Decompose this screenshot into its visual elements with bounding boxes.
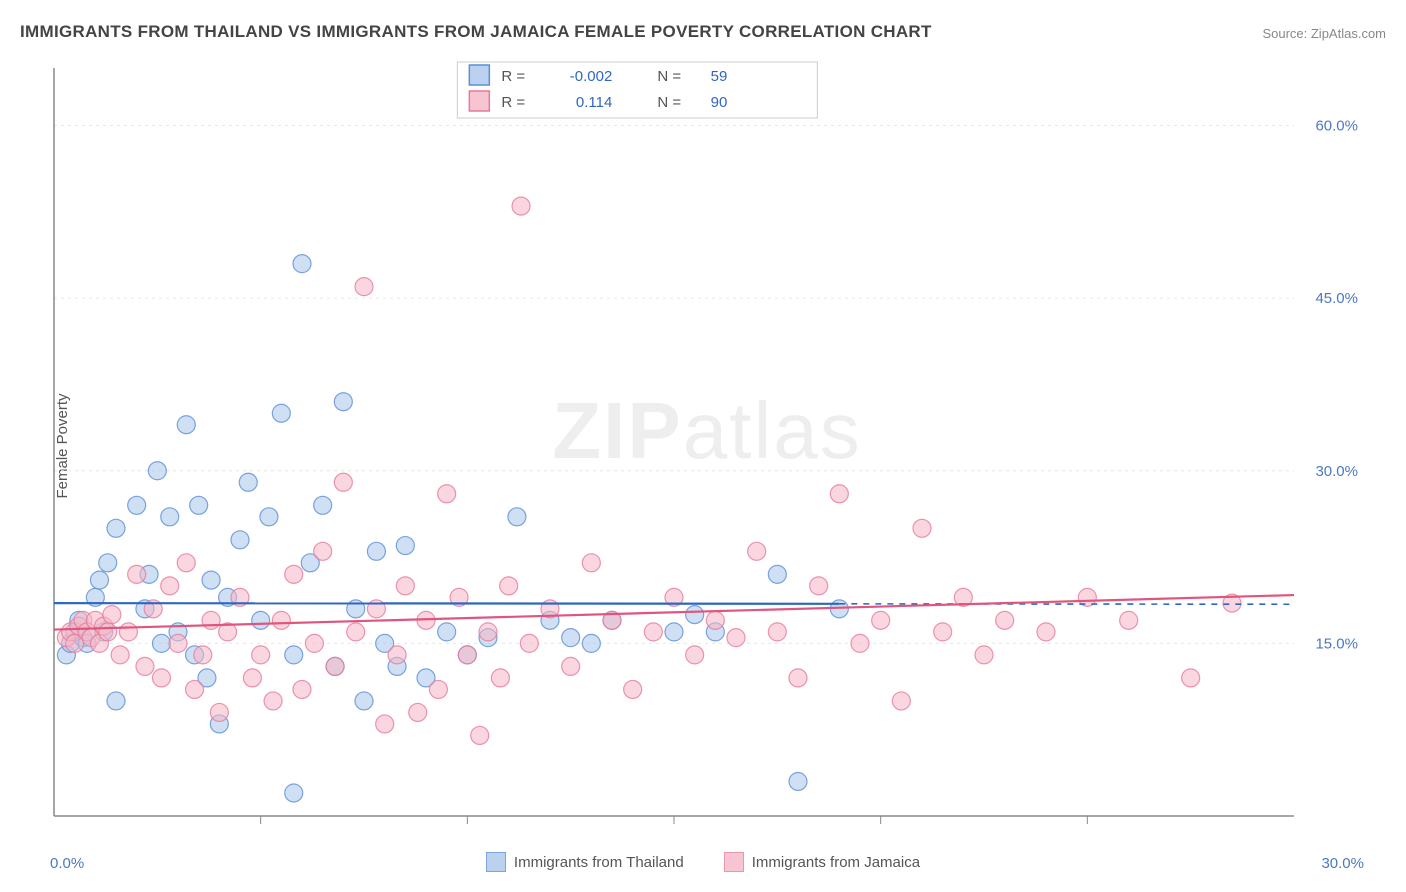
legend-swatch-thailand — [486, 852, 506, 872]
svg-text:N =: N = — [657, 94, 681, 111]
svg-text:-0.002: -0.002 — [570, 68, 613, 85]
svg-text:45.0%: 45.0% — [1315, 290, 1358, 307]
svg-text:N =: N = — [657, 68, 681, 85]
chart-title: IMMIGRANTS FROM THAILAND VS IMMIGRANTS F… — [20, 22, 932, 42]
svg-text:60.0%: 60.0% — [1315, 118, 1358, 135]
svg-text:59: 59 — [711, 68, 728, 85]
svg-text:R =: R = — [501, 94, 525, 111]
svg-text:0.114: 0.114 — [576, 94, 612, 111]
legend-label-jamaica: Immigrants from Jamaica — [752, 854, 920, 871]
legend-swatch-jamaica — [724, 852, 744, 872]
series-legend: Immigrants from Thailand Immigrants from… — [0, 852, 1406, 872]
legend-item-jamaica: Immigrants from Jamaica — [724, 852, 920, 872]
chart-plot-area: 15.0% 30.0% 45.0% 60.0% R = -0.002 N = 59 R = 0.1… — [50, 60, 1364, 832]
svg-text:15.0%: 15.0% — [1315, 635, 1358, 652]
legend-item-thailand: Immigrants from Thailand — [486, 852, 684, 872]
source-attribution: Source: ZipAtlas.com — [1262, 26, 1386, 41]
scatter-chart-svg: 15.0% 30.0% 45.0% 60.0% R = -0.002 N = 59 R = 0.1… — [50, 60, 1364, 832]
legend-label-thailand: Immigrants from Thailand — [514, 854, 684, 871]
svg-text:90: 90 — [711, 94, 728, 111]
svg-text:30.0%: 30.0% — [1315, 463, 1358, 480]
svg-text:R =: R = — [501, 68, 525, 85]
